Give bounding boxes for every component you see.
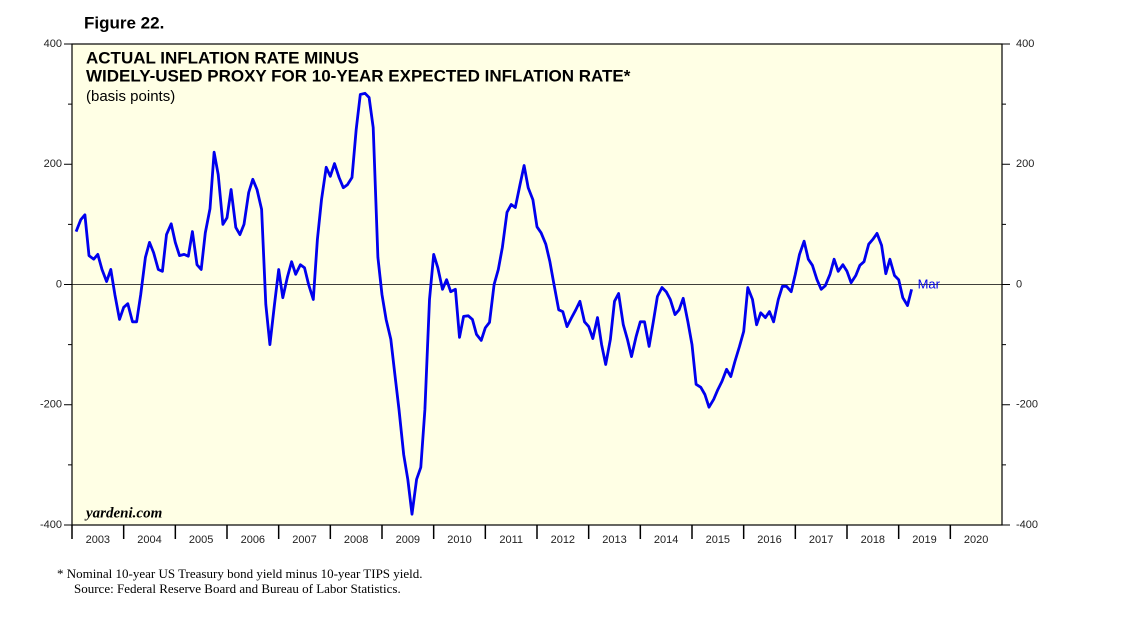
x-tick-label: 2014	[654, 534, 678, 546]
x-tick-label: 2019	[912, 534, 936, 546]
data-line	[74, 91, 913, 516]
x-tick-label: 2007	[292, 534, 316, 546]
watermark: yardeni.com	[84, 505, 162, 521]
x-tick-label: 2004	[137, 534, 161, 546]
y-tick-label: 200	[44, 158, 62, 170]
x-tick-label: 2013	[602, 534, 626, 546]
y-tick-label: 400	[44, 38, 62, 50]
x-tick-label: 2012	[551, 534, 575, 546]
footnote: Source: Federal Reserve Board and Bureau…	[74, 581, 401, 596]
chart-subtitle: (basis points)	[86, 88, 175, 105]
x-tick-label: 2006	[241, 534, 265, 546]
x-tick-label: 2008	[344, 534, 368, 546]
x-tick-label: 2016	[757, 534, 781, 546]
x-tick-label: 2003	[86, 534, 110, 546]
x-tick-label: 2017	[809, 534, 833, 546]
chart-title: WIDELY-USED PROXY FOR 10-YEAR EXPECTED I…	[86, 66, 631, 85]
y2-tick-label: 200	[1016, 158, 1034, 170]
x-tick-label: 2018	[861, 534, 885, 546]
x-tick-label: 2009	[396, 534, 420, 546]
y2-tick-label: -400	[1016, 519, 1038, 531]
y-tick-label: -400	[40, 519, 62, 531]
chart-title: ACTUAL INFLATION RATE MINUS	[86, 48, 359, 67]
annotation: Mar	[918, 277, 941, 292]
x-tick-label: 2020	[964, 534, 988, 546]
y2-tick-label: 400	[1016, 38, 1034, 50]
x-tick-label: 2015	[706, 534, 730, 546]
y2-tick-label: 0	[1016, 278, 1022, 290]
y-tick-label: 0	[56, 278, 62, 290]
x-tick-label: 2010	[447, 534, 471, 546]
figure-label: Figure 22.	[84, 13, 164, 32]
footnote: * Nominal 10-year US Treasury bond yield…	[57, 566, 423, 581]
x-tick-label: 2011	[499, 534, 523, 546]
x-tick-label: 2005	[189, 534, 213, 546]
y2-tick-label: -200	[1016, 399, 1038, 411]
y-tick-label: -200	[40, 399, 62, 411]
